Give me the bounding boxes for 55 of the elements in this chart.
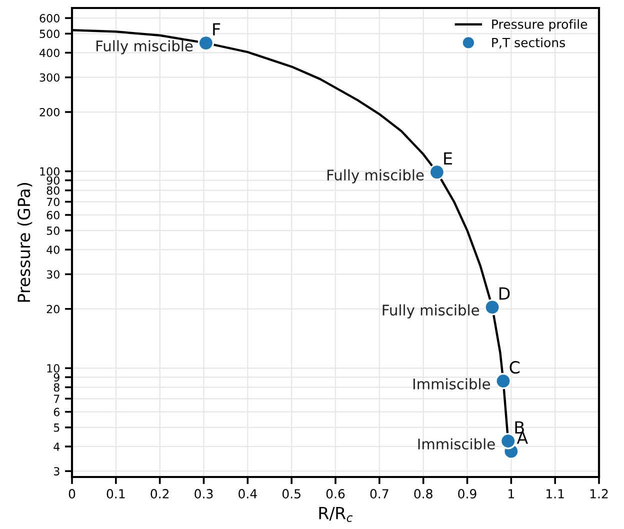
x-axis-title: R/R$_{c}$ — [319, 506, 353, 522]
y-tick-label: 10 — [47, 364, 60, 373]
point — [198, 34, 214, 52]
y-tick-label: 7 — [54, 394, 60, 403]
y-tick-label: 3 — [54, 467, 60, 476]
y-tick-label: 40 — [46, 246, 60, 254]
annotation: A — [516, 432, 528, 444]
annotation: Fully miscible — [382, 304, 480, 318]
y-tick-label: 30 — [46, 270, 60, 279]
x-tick-label: 0.5 — [282, 489, 300, 498]
y-tick-label: 5 — [54, 424, 60, 432]
point — [500, 433, 516, 450]
annotation: F — [213, 23, 220, 36]
y-tick-label: 400 — [40, 48, 60, 58]
annotation: B — [515, 421, 524, 434]
y-tick-label: 50 — [46, 226, 60, 235]
legend-label: P,T sections — [492, 38, 565, 49]
y-tick-label: 600 — [40, 14, 60, 22]
annotation: E — [444, 152, 452, 164]
y-tick-label: 6 — [54, 408, 60, 416]
annotation: D — [499, 287, 510, 300]
x-tick-label: 0.8 — [414, 489, 432, 498]
y-tick-label: 100 — [40, 167, 60, 176]
y-axis-title: Pressure (GPa) — [17, 182, 32, 302]
y-tick-label: 500 — [40, 30, 60, 38]
x-tick-label: 0.4 — [238, 489, 257, 498]
annotation: Fully miscible — [96, 40, 193, 54]
x-tick-label: 0.1 — [106, 489, 125, 498]
annotation: C — [510, 361, 520, 374]
annotation: Fully miscible — [327, 169, 424, 184]
y-tick-label: 20 — [46, 304, 60, 314]
y-tick-label: 60 — [46, 210, 60, 220]
point — [484, 299, 500, 316]
x-tick-label: 1 — [508, 489, 514, 498]
x-tick-label: 0.2 — [150, 489, 169, 498]
y-tick-label: 4 — [54, 442, 60, 451]
y-tick-label: 80 — [46, 186, 60, 195]
x-tick-label: 0.7 — [370, 489, 388, 498]
legend-label: Pressure profile — [492, 19, 588, 32]
point — [495, 372, 512, 390]
y-tick-label: 300 — [40, 73, 60, 82]
point — [428, 164, 446, 180]
x-tick-label: 1.1 — [546, 489, 564, 498]
y-tick-label: 70 — [46, 198, 60, 206]
y-tick-label: 9 — [54, 373, 60, 382]
annotation: Immiscible — [413, 378, 490, 390]
annotation: Immiscible — [418, 438, 495, 450]
x-tick-label: 0 — [68, 489, 76, 498]
y-tick-label: 200 — [40, 108, 60, 116]
y-tick-label: 8 — [54, 383, 60, 392]
y-tick-label: 90 — [46, 176, 60, 185]
x-tick-label: 0.3 — [194, 489, 213, 498]
x-tick-label: 0.9 — [458, 489, 476, 498]
x-tick-label: 1.2 — [590, 489, 608, 498]
x-tick-label: 0.6 — [326, 489, 345, 498]
